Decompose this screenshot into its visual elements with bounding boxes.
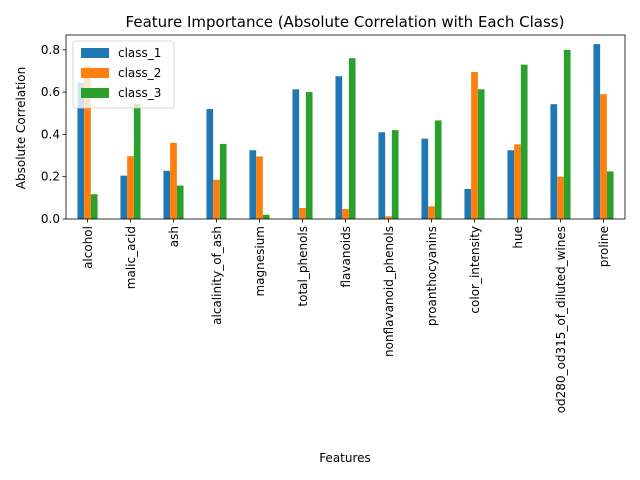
bar-class_3-malic_acid: [133, 103, 141, 219]
bar-class_2-nonflavanoid_phenols: [385, 216, 392, 219]
bar-class_1-malic_acid: [120, 175, 128, 219]
bar-class_2-proline: [600, 94, 607, 219]
bar-class_1-alcohol: [77, 82, 85, 219]
x-tick-label-proline: proline: [597, 226, 611, 267]
bar-class_3-flavanoids: [348, 58, 356, 220]
bar-class_3-total_phenols: [305, 92, 313, 219]
y-axis-ticks: 0.0 0.2 0.4 0.6 0.8: [41, 43, 66, 226]
bar-class_3-od280_od315_of_diluted_wines: [563, 49, 571, 219]
legend-label-class_2: class_2: [118, 66, 161, 80]
bar-class_2-alcohol: [84, 65, 91, 219]
legend-swatch-class_3: [81, 88, 109, 98]
bar-class_3-color_intensity: [477, 89, 485, 219]
x-tick-label-alcalinity_of_ash: alcalinity_of_ash: [210, 226, 224, 325]
x-tick-label-alcohol: alcohol: [81, 226, 95, 269]
bars-group: [77, 44, 614, 220]
bar-class_2-color_intensity: [471, 72, 478, 219]
bar-class_2-alcalinity_of_ash: [213, 179, 220, 219]
y-tick-label: 0.4: [41, 127, 60, 141]
bar-class_1-alcalinity_of_ash: [206, 109, 214, 219]
bar-class_1-proanthocyanins: [421, 138, 429, 219]
y-tick-label: 0.0: [41, 212, 60, 226]
x-tick-label-color_intensity: color_intensity: [468, 226, 482, 314]
x-tick-label-ash: ash: [167, 226, 181, 247]
bar-class_3-ash: [176, 185, 184, 219]
x-tick-label-proanthocyanins: proanthocyanins: [425, 226, 439, 326]
x-tick-label-od280_od315_of_diluted_wines: od280_od315_of_diluted_wines: [554, 226, 568, 413]
bar-class_3-proline: [606, 171, 614, 219]
bar-class_1-nonflavanoid_phenols: [378, 132, 386, 219]
y-tick-label: 0.6: [41, 85, 60, 99]
x-tick-label-total_phenols: total_phenols: [296, 226, 310, 307]
bar-class_3-alcalinity_of_ash: [219, 143, 227, 219]
bar-class_3-alcohol: [90, 194, 98, 219]
y-tick-label: 0.8: [41, 43, 60, 57]
bar-class_1-proline: [593, 44, 601, 220]
bar-class_3-hue: [520, 64, 528, 219]
bar-class_1-flavanoids: [335, 76, 343, 220]
bar-class_2-total_phenols: [299, 208, 306, 219]
bar-class_1-od280_od315_of_diluted_wines: [550, 104, 558, 219]
legend-swatch-class_1: [81, 48, 109, 58]
bar-class_1-magnesium: [249, 150, 257, 219]
bar-class_3-magnesium: [262, 214, 270, 219]
bar-class_1-color_intensity: [464, 188, 472, 219]
bar-class_3-proanthocyanins: [434, 120, 442, 219]
x-tick-label-nonflavanoid_phenols: nonflavanoid_phenols: [382, 226, 396, 357]
legend-label-class_3: class_3: [118, 86, 161, 100]
bar-class_2-magnesium: [256, 156, 263, 219]
bar-class_2-malic_acid: [127, 156, 134, 219]
bar-class_2-flavanoids: [342, 209, 349, 219]
y-tick-label: 0.2: [41, 170, 60, 184]
x-tick-label-magnesium: magnesium: [253, 226, 267, 297]
bar-class_2-hue: [514, 144, 521, 219]
bar-class_2-proanthocyanins: [428, 206, 435, 219]
x-axis-label: Features: [319, 451, 371, 465]
bar-class_1-total_phenols: [292, 89, 300, 219]
y-axis-label: Absolute Correlation: [14, 67, 28, 189]
x-tick-label-flavanoids: flavanoids: [339, 226, 353, 288]
bar-class_1-ash: [163, 170, 171, 219]
chart-title: Feature Importance (Absolute Correlation…: [126, 13, 565, 31]
x-axis-ticks: alcohol malic_acid ash alcalinity_of_ash mag…: [81, 219, 611, 413]
x-tick-label-hue: hue: [511, 226, 525, 249]
legend-label-class_1: class_1: [118, 46, 161, 60]
legend-swatch-class_2: [81, 68, 109, 78]
bar-class_2-od280_od315_of_diluted_wines: [557, 176, 564, 219]
bar-class_3-nonflavanoid_phenols: [391, 130, 399, 219]
x-tick-label-malic_acid: malic_acid: [124, 226, 138, 289]
bar-class_2-ash: [170, 142, 177, 219]
bar-class_1-hue: [507, 150, 515, 219]
legend: class_1 class_2 class_3: [72, 40, 175, 109]
